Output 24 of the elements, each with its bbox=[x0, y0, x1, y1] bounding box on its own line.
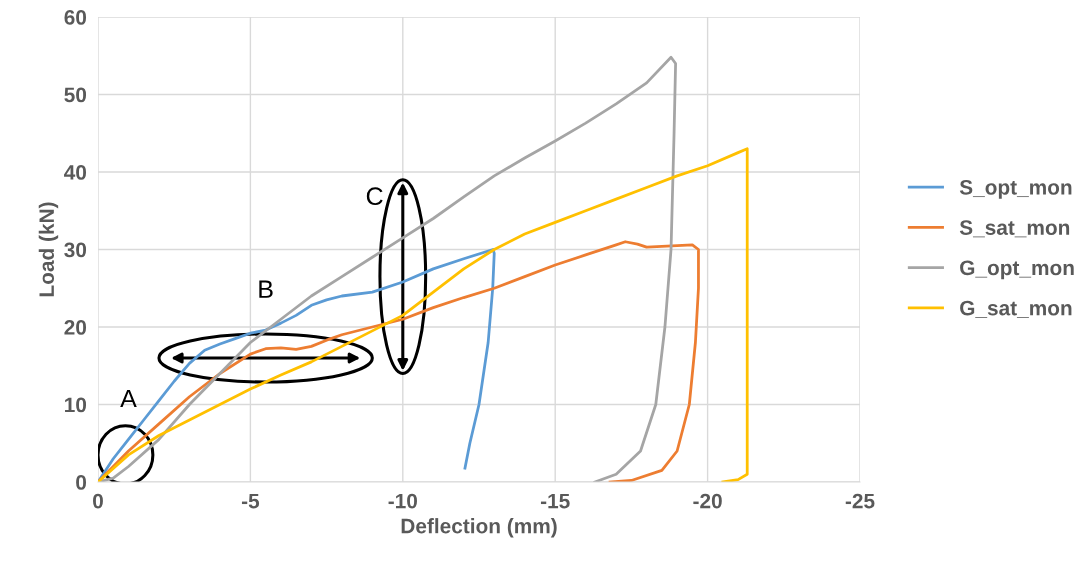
y-tick-label: 30 bbox=[64, 242, 87, 258]
y-axis-title: Load (kN) bbox=[38, 202, 59, 297]
x-axis-title: Deflection (mm) bbox=[401, 518, 557, 538]
x-tick-label: -5 bbox=[241, 493, 260, 509]
annotation: C bbox=[366, 187, 383, 206]
line-series bbox=[98, 147, 749, 482]
x-tick-label: -20 bbox=[693, 493, 722, 509]
line-series bbox=[98, 240, 700, 482]
annotation: A bbox=[120, 389, 137, 408]
legend-label: S_opt_mon bbox=[959, 179, 1072, 199]
x-tick-label: -10 bbox=[388, 493, 417, 509]
legend-label: G_sat_mon bbox=[960, 300, 1072, 318]
y-tick-label: 10 bbox=[65, 397, 87, 413]
x-tick-label: -15 bbox=[540, 493, 570, 509]
y-tick-label: 40 bbox=[64, 165, 87, 180]
annotation: B bbox=[259, 280, 273, 298]
legend-label: G_opt_mon bbox=[960, 260, 1074, 280]
y-tick-label: 50 bbox=[64, 87, 87, 103]
legend-label: S_sat_mon bbox=[959, 220, 1070, 238]
x-tick-label: -25 bbox=[845, 493, 875, 509]
y-tick-label: 60 bbox=[64, 10, 87, 25]
y-tick-label: 0 bbox=[76, 475, 87, 490]
x-tick-label: 0 bbox=[93, 493, 103, 509]
y-tick-label: 20 bbox=[64, 320, 87, 335]
